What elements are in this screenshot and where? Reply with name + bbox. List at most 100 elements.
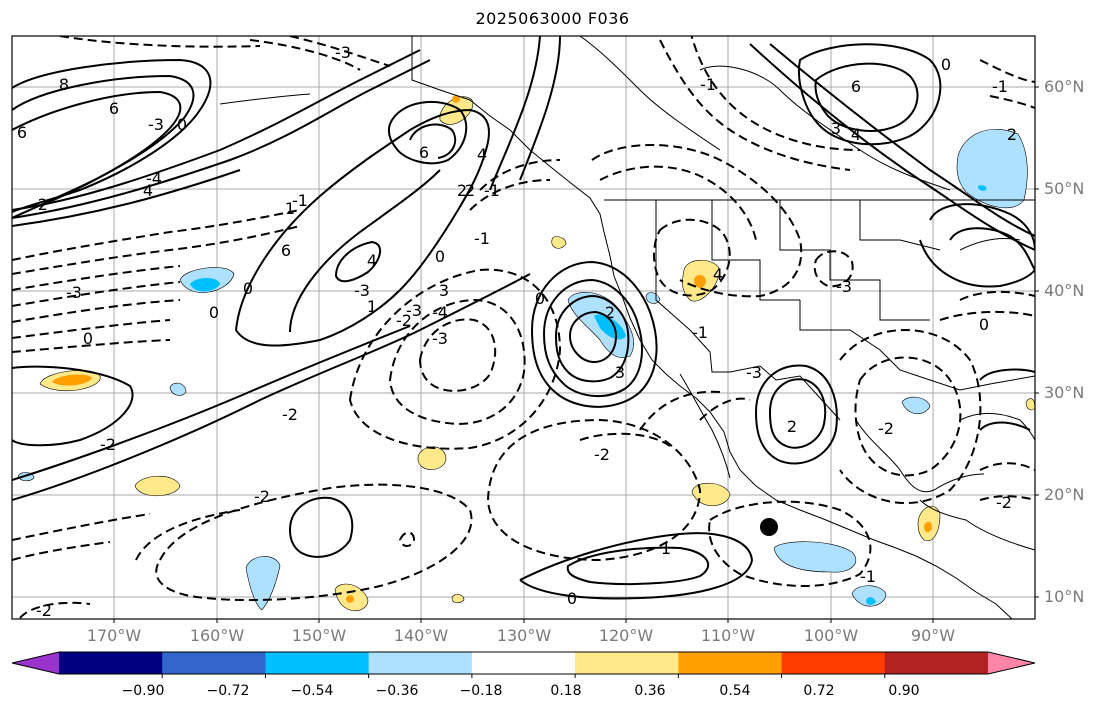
colorbar-tick-label: 0.72 — [803, 683, 835, 699]
contour-label: -3 — [432, 329, 448, 348]
contour-label: -3 — [406, 301, 422, 320]
contour-label: 4 — [713, 265, 723, 284]
contour-label: -3 — [746, 363, 762, 382]
colorbar-box — [781, 652, 886, 674]
lat-label: 30°N — [1044, 383, 1085, 402]
lon-label: 130°W — [496, 626, 552, 645]
colorbar — [11, 651, 1036, 678]
colorbar-box — [678, 652, 783, 674]
contour-label: 2 — [787, 417, 797, 436]
contour-label: -4 — [146, 169, 162, 188]
graticule — [12, 36, 1035, 619]
contour-label: 8 — [59, 75, 69, 94]
lon-label: 110°W — [700, 626, 756, 645]
contour-label: 0 — [535, 289, 545, 308]
shading-orange — [52, 95, 932, 603]
contour-label: 1 — [661, 539, 671, 558]
colorbar-tick-label: −0.18 — [459, 683, 503, 699]
contour-label: 6 — [281, 241, 291, 260]
contour-label: -2 — [996, 493, 1012, 512]
colorbar-box — [471, 652, 576, 674]
contour-label: 0 — [979, 315, 989, 334]
colorbar-outline — [11, 651, 1036, 675]
shading-deep-negative — [190, 185, 987, 605]
lat-label: 50°N — [1044, 179, 1085, 198]
colorbar-extend-min — [12, 652, 59, 674]
colorbar-tick-label: −0.72 — [206, 683, 250, 699]
contour-label: -2 — [878, 419, 894, 438]
colorbar-tick-label: 0.90 — [888, 683, 920, 699]
lat-label: 10°N — [1044, 587, 1085, 606]
contour-label: 6 — [109, 99, 119, 118]
colorbar-tick-label: 0.54 — [719, 683, 751, 699]
contour-label: -1 — [484, 181, 500, 200]
contour-label: -1 — [860, 567, 876, 586]
contour-label: 2 — [605, 303, 615, 322]
contour-label: 1 — [285, 199, 295, 218]
contour-label: 1 — [367, 297, 377, 316]
contour-label: -2 — [254, 487, 270, 506]
contour-label: 4 — [367, 251, 377, 270]
contour-label: -4 — [432, 303, 448, 322]
contour-label: -3 — [354, 281, 370, 300]
colorbar-box — [59, 652, 163, 674]
colorbar-tick-label: −0.90 — [121, 683, 165, 699]
map-title: 2025063000 F036 — [475, 9, 630, 28]
contour-label: -2 — [396, 311, 412, 330]
contour-label: 2 — [465, 181, 475, 200]
coastlines — [219, 36, 1035, 619]
contour-label: 4 — [143, 181, 153, 200]
contour-label: -1 — [292, 191, 308, 210]
contour-label: -2 — [100, 435, 116, 454]
contour-label: 4 — [477, 145, 487, 164]
colorbar-tick-label: 0.36 — [634, 683, 666, 699]
contour-label: -2 — [32, 195, 48, 214]
contour-label: 3 — [615, 363, 625, 382]
contour-label: 6 — [419, 143, 429, 162]
colorbar-tick-label: −0.36 — [375, 683, 419, 699]
contour-label: 3 — [439, 281, 449, 300]
lon-label: 100°W — [803, 626, 859, 645]
black-dot-marker — [760, 518, 778, 536]
lat-label: 40°N — [1044, 281, 1085, 300]
contour-label: -2 — [594, 445, 610, 464]
colorbar-extend-max — [988, 652, 1035, 674]
contour-label: 0 — [567, 589, 577, 608]
contour-label: -1 — [692, 323, 708, 342]
contour-labels: -3 8 6 6 -3 0 -2 -2 6 0 -3 -1 0 6 4 -3 0… — [17, 43, 1017, 620]
lon-label: 120°W — [598, 626, 654, 645]
lat-label: 60°N — [1044, 77, 1085, 96]
contour-label: 0 — [209, 303, 219, 322]
contour-label: 2 — [1007, 125, 1017, 144]
contours-solid — [12, 36, 1035, 600]
lon-label: 160°W — [189, 626, 245, 645]
contour-label: -3 — [836, 277, 852, 296]
axis-ticks — [113, 86, 1039, 623]
contour-label: 0 — [83, 329, 93, 348]
lat-label: 20°N — [1044, 485, 1085, 504]
lon-label: 90°W — [910, 626, 956, 645]
contour-label: -1 — [992, 77, 1008, 96]
contour-label: 3 — [831, 119, 841, 138]
colorbar-box — [162, 652, 266, 674]
colorbar-tick-label: 0.18 — [550, 683, 582, 699]
contour-label: -3 — [335, 43, 351, 62]
contours-dashed — [12, 36, 1035, 619]
contour-label: 2 — [457, 181, 467, 200]
contour-label: 4 — [851, 125, 861, 144]
contour-label: -3 — [66, 283, 82, 302]
contour-label: 0 — [177, 115, 187, 134]
colorbar-box — [368, 652, 473, 674]
contour-label: 6 — [17, 123, 27, 142]
colorbar-box — [884, 652, 989, 674]
contour-label: 0 — [435, 247, 445, 266]
contour-label: -1 — [700, 75, 716, 94]
colorbar-box — [265, 652, 370, 674]
contour-label: -3 — [148, 115, 164, 134]
colorbar-tick-label: −0.54 — [290, 683, 334, 699]
contour-label: -2 — [282, 405, 298, 424]
contour-label: 6 — [851, 77, 861, 96]
contour-label: -2 — [36, 601, 52, 620]
contour-label: 0 — [941, 55, 951, 74]
